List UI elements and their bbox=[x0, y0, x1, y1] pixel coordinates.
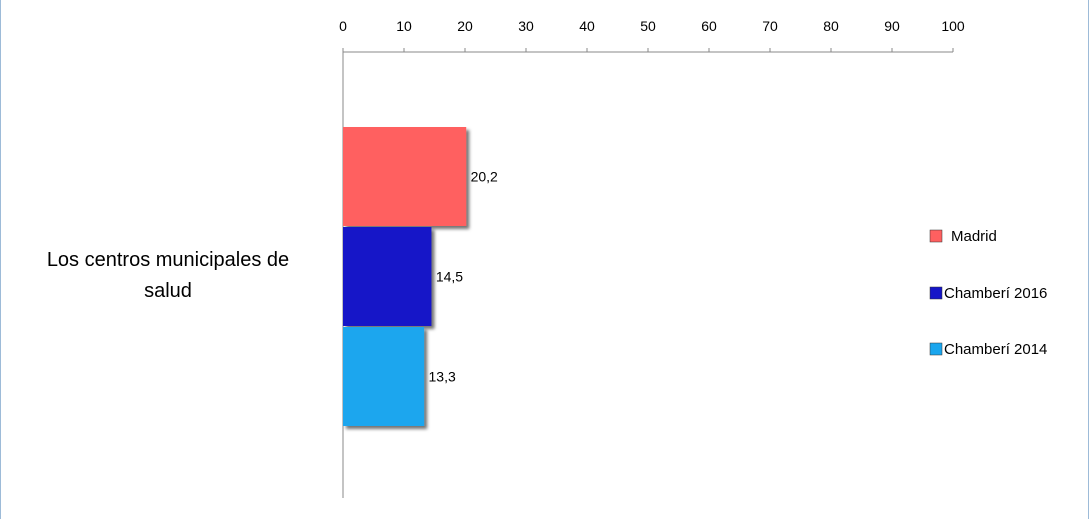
x-tick-label: 60 bbox=[701, 18, 717, 34]
category-label-line-1: Los centros municipales de bbox=[47, 249, 289, 271]
x-tick-label: 20 bbox=[457, 18, 473, 34]
bar-3 bbox=[343, 327, 425, 426]
bar-1 bbox=[343, 127, 467, 226]
legend-label-3: Chamberí 2014 bbox=[944, 341, 1047, 358]
legend-swatch-3 bbox=[929, 342, 943, 356]
bar-2 bbox=[343, 227, 432, 326]
x-axis-ticks: 0 10 20 30 40 50 60 70 80 90 100 bbox=[339, 18, 965, 52]
category-label: Los centros municipales de salud bbox=[47, 249, 289, 302]
bars bbox=[343, 127, 467, 426]
x-tick-label: 70 bbox=[762, 18, 778, 34]
legend: Madrid Chamberí 2016 Chamberí 2014 bbox=[929, 228, 1047, 358]
category-label-text: Los centros municipales de salud bbox=[47, 249, 289, 302]
legend-label-1: Madrid bbox=[951, 228, 997, 245]
data-label-1: 20,2 bbox=[471, 169, 498, 185]
data-label-3: 13,3 bbox=[429, 369, 456, 385]
data-label-2: 14,5 bbox=[436, 269, 463, 285]
category-label-line-2: salud bbox=[144, 280, 192, 302]
data-labels: 20,2 14,5 13,3 bbox=[429, 169, 499, 385]
x-tick-label: 40 bbox=[579, 18, 595, 34]
x-tick-label: 90 bbox=[884, 18, 900, 34]
x-tick-label: 30 bbox=[518, 18, 534, 34]
x-tick-label: 10 bbox=[396, 18, 412, 34]
x-tick-label: 50 bbox=[640, 18, 656, 34]
legend-swatch-2 bbox=[929, 286, 943, 300]
x-tick-label: 100 bbox=[941, 18, 965, 34]
x-tick-label: 0 bbox=[339, 18, 347, 34]
legend-swatch-1 bbox=[929, 229, 943, 243]
x-tick-label: 80 bbox=[823, 18, 839, 34]
legend-label-2: Chamberí 2016 bbox=[944, 285, 1047, 302]
